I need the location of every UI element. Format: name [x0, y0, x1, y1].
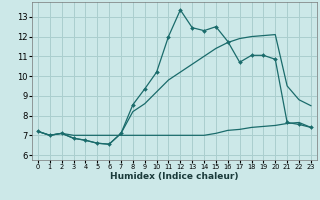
X-axis label: Humidex (Indice chaleur): Humidex (Indice chaleur) [110, 172, 239, 181]
